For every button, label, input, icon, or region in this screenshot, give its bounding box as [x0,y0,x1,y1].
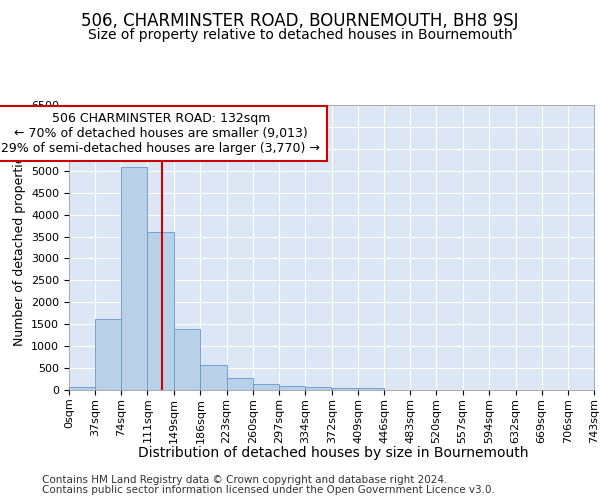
Text: Size of property relative to detached houses in Bournemouth: Size of property relative to detached ho… [88,28,512,42]
Text: 506 CHARMINSTER ROAD: 132sqm
← 70% of detached houses are smaller (9,013)
29% of: 506 CHARMINSTER ROAD: 132sqm ← 70% of de… [1,112,320,155]
Bar [358,388,384,390]
Text: 506, CHARMINSTER ROAD, BOURNEMOUTH, BH8 9SJ: 506, CHARMINSTER ROAD, BOURNEMOUTH, BH8 … [81,12,519,30]
Bar [200,365,227,390]
Bar [174,328,200,390]
Bar [332,388,358,390]
Bar [69,386,95,390]
Bar [227,378,253,390]
Y-axis label: Number of detached properties: Number of detached properties [13,149,26,346]
Bar [148,232,173,390]
Bar [305,386,331,390]
Text: Contains public sector information licensed under the Open Government Licence v3: Contains public sector information licen… [42,485,495,495]
Bar [121,168,148,390]
Bar [253,384,279,390]
Text: Distribution of detached houses by size in Bournemouth: Distribution of detached houses by size … [138,446,528,460]
Text: Contains HM Land Registry data © Crown copyright and database right 2024.: Contains HM Land Registry data © Crown c… [42,475,448,485]
Bar [279,386,305,390]
Bar [95,319,121,390]
